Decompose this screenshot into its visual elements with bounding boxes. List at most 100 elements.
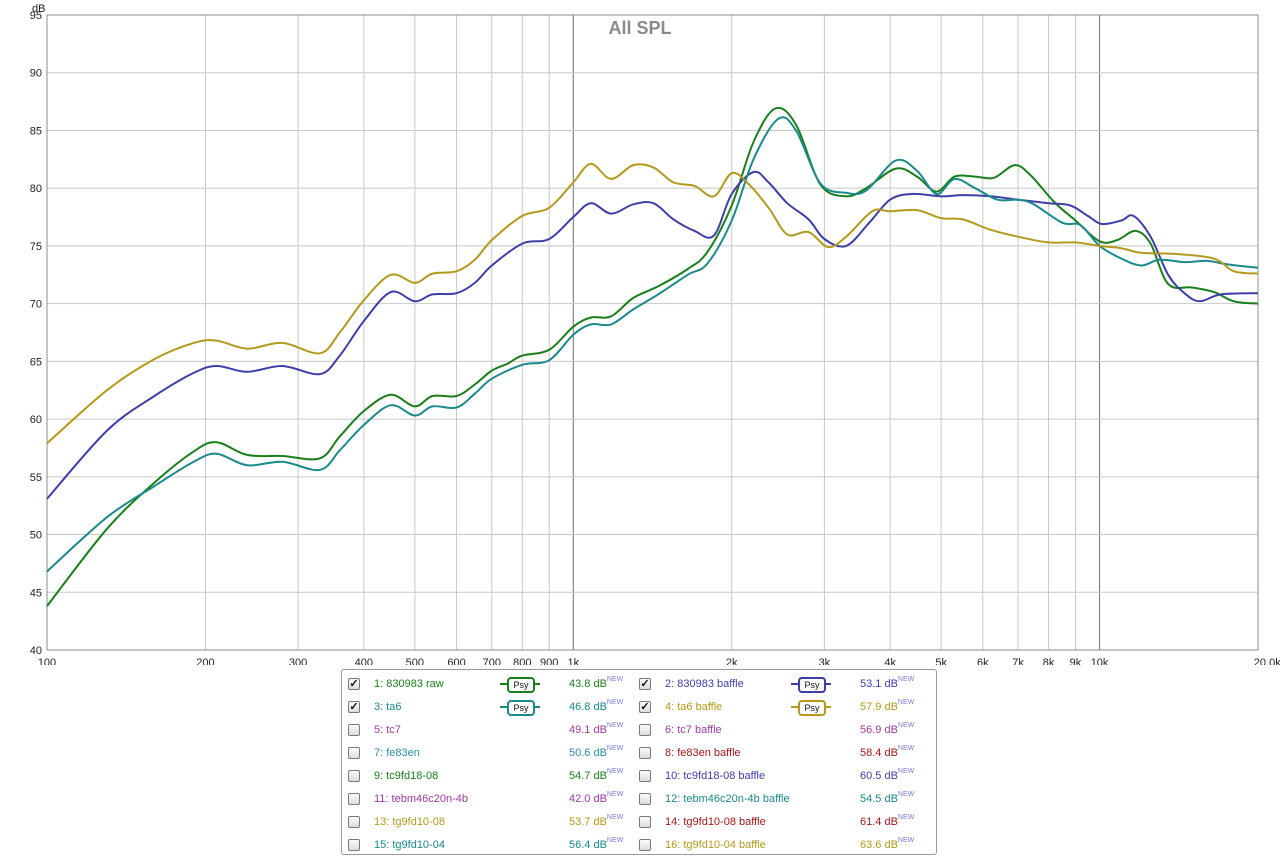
legend-item-value: 54.5 dBNEW	[860, 790, 914, 808]
legend-checkbox[interactable]	[348, 747, 360, 759]
x-tick-label: 3k	[819, 657, 831, 665]
legend-item-name: 2: 830983 baffle	[665, 678, 744, 690]
legend-item-value: 42.0 dBNEW	[569, 790, 623, 808]
legend-checkbox[interactable]	[348, 770, 360, 782]
legend-item-value: 53.7 dBNEW	[569, 813, 623, 831]
legend-item: ✓ 4: ta6 baffle Psy 57.9 dBNEW	[639, 698, 924, 716]
legend-item: ✓ 3: ta6 Psy 46.8 dBNEW	[348, 698, 633, 716]
psy-label: Psy	[798, 677, 826, 693]
x-tick-label: 400	[355, 657, 373, 665]
series-line-3	[46, 116, 1259, 573]
legend-checkbox[interactable]: ✓	[639, 678, 651, 690]
legend-item-value: 50.6 dBNEW	[569, 744, 623, 762]
legend-item-value: 49.1 dBNEW	[569, 721, 623, 739]
x-tick-label: 800	[513, 657, 531, 665]
y-axis-ticks: 40 45 50 55 60 65 70 75 80 85 90 95	[30, 10, 42, 657]
x-tick-label: 300	[289, 657, 307, 665]
series-line-1	[46, 106, 1259, 607]
psy-smoothing-button[interactable]: Psy	[500, 676, 540, 693]
legend-item-name: 5: tc7	[374, 724, 401, 736]
new-badge: NEW	[606, 722, 624, 729]
legend-item-name: 13: tg9fd10-08	[374, 816, 445, 828]
legend-item: ✓ 1: 830983 raw Psy 43.8 dBNEW	[348, 675, 633, 693]
legend-item: 15: tg9fd10-04 56.4 dBNEW	[348, 836, 633, 854]
legend-item: 6: tc7 baffle 56.9 dBNEW	[639, 721, 924, 739]
legend-item-name: 15: tg9fd10-04	[374, 839, 445, 851]
legend-checkbox[interactable]	[639, 839, 651, 851]
y-tick-label: 65	[30, 356, 42, 368]
legend-item: 10: tc9fd18-08 baffle 60.5 dBNEW	[639, 767, 924, 785]
legend-checkbox[interactable]	[639, 816, 651, 828]
legend-checkbox[interactable]	[639, 747, 651, 759]
legend-checkbox[interactable]	[348, 724, 360, 736]
y-tick-label: 60	[30, 414, 42, 426]
legend-checkbox[interactable]	[639, 793, 651, 805]
psy-label: Psy	[507, 700, 535, 716]
psy-label: Psy	[798, 700, 826, 716]
psy-smoothing-button[interactable]: Psy	[791, 676, 831, 693]
new-badge: NEW	[606, 837, 624, 844]
plot-frame	[46, 14, 1259, 651]
legend-checkbox[interactable]	[348, 793, 360, 805]
x-tick-label: 7k	[1012, 657, 1024, 665]
new-badge: NEW	[606, 814, 624, 821]
x-axis-ticks: 100 200 300 400 500 600 700 800 900 1k 2k 3k 4k 5k 6k 7…	[38, 657, 1280, 665]
legend-item: 11: tebm46c20n-4b 42.0 dBNEW	[348, 790, 633, 808]
y-axis-label: dB	[32, 3, 45, 15]
legend-item-name: 7: fe83en	[374, 747, 420, 759]
y-tick-label: 75	[30, 241, 42, 253]
legend-checkbox[interactable]	[639, 724, 651, 736]
legend-item: 9: tc9fd18-08 54.7 dBNEW	[348, 767, 633, 785]
legend-value-text: 53.7 dB	[569, 816, 607, 828]
legend-item-name: 14: tg9fd10-08 baffle	[665, 816, 766, 828]
legend-value-text: 61.4 dB	[860, 816, 898, 828]
new-badge: NEW	[897, 745, 915, 752]
legend-checkbox[interactable]	[639, 770, 651, 782]
legend-item-value: 53.1 dBNEW	[860, 675, 914, 693]
legend-item-name: 3: ta6	[374, 701, 402, 713]
legend-item-value: 56.9 dBNEW	[860, 721, 914, 739]
spl-chart[interactable]: 100 200 300 400 500 600 700 800 900 1k 2k 3k 4k 5k 6k 7…	[0, 0, 1280, 665]
x-tick-label: 9k	[1070, 657, 1082, 665]
legend-item-value: 43.8 dBNEW	[569, 675, 623, 693]
legend-item: 14: tg9fd10-08 baffle 61.4 dBNEW	[639, 813, 924, 831]
x-tick-label: 500	[406, 657, 424, 665]
legend-item-value: 60.5 dBNEW	[860, 767, 914, 785]
series-line-4	[46, 162, 1259, 445]
x-tick-label: 20.0kHz	[1254, 657, 1280, 665]
legend-item-name: 1: 830983 raw	[374, 678, 444, 690]
x-tick-label: 4k	[884, 657, 896, 665]
new-badge: NEW	[897, 699, 915, 706]
legend-item: 8: fe83en baffle 58.4 dBNEW	[639, 744, 924, 762]
chart-curves	[46, 106, 1259, 607]
legend-item: 7: fe83en 50.6 dBNEW	[348, 744, 633, 762]
psy-smoothing-button[interactable]: Psy	[791, 699, 831, 716]
legend-checkbox[interactable]: ✓	[348, 678, 360, 690]
x-tick-label: 600	[447, 657, 465, 665]
legend-checkbox[interactable]: ✓	[639, 701, 651, 713]
legend-item-value: 58.4 dBNEW	[860, 744, 914, 762]
x-tick-label: 10k	[1091, 657, 1109, 665]
legend-value-text: 42.0 dB	[569, 793, 607, 805]
new-badge: NEW	[606, 791, 624, 798]
legend-item-name: 9: tc9fd18-08	[374, 770, 439, 782]
x-tick-label: 2k	[726, 657, 738, 665]
psy-label: Psy	[507, 677, 535, 693]
legend-checkbox[interactable]	[348, 839, 360, 851]
legend-item-name: 11: tebm46c20n-4b	[374, 793, 468, 805]
legend-checkbox[interactable]: ✓	[348, 701, 360, 713]
legend-checkbox[interactable]	[348, 816, 360, 828]
psy-smoothing-button[interactable]: Psy	[500, 699, 540, 716]
legend-item: ✓ 2: 830983 baffle Psy 53.1 dBNEW	[639, 675, 924, 693]
new-badge: NEW	[897, 768, 915, 775]
series-line-2	[46, 170, 1259, 500]
chart-grid	[47, 15, 1258, 650]
new-badge: NEW	[606, 768, 624, 775]
legend-value-text: 50.6 dB	[569, 747, 607, 759]
legend-item: 13: tg9fd10-08 53.7 dBNEW	[348, 813, 633, 831]
legend-value-text: 63.6 dB	[860, 839, 898, 851]
legend-item-name: 16: tg9fd10-04 baffle	[665, 839, 766, 851]
chart-title: All SPL	[608, 18, 671, 38]
y-tick-label: 40	[30, 645, 42, 657]
legend-value-text: 60.5 dB	[860, 770, 898, 782]
